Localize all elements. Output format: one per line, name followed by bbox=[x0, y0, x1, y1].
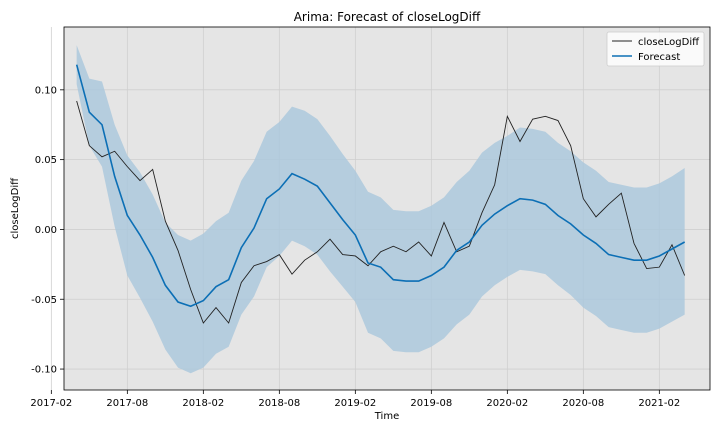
legend-entry-forecast: Forecast bbox=[638, 52, 680, 63]
confidence-band bbox=[76, 45, 685, 374]
x-tick-label-4: 2019-02 bbox=[334, 398, 376, 409]
x-axis: 2017-02 2017-08 2018-02 2018-08 2019-02 2019-… bbox=[30, 390, 680, 409]
y-axis: -0.10 -0.05 0.00 0.05 0.10 bbox=[31, 85, 64, 376]
y-tick-label-2: 0.00 bbox=[35, 225, 57, 236]
x-tick-label-8: 2021-02 bbox=[638, 398, 680, 409]
x-tick-label-3: 2018-08 bbox=[258, 398, 300, 409]
x-axis-label: Time bbox=[374, 411, 399, 422]
x-tick-label-0: 2017-02 bbox=[30, 398, 72, 409]
legend-entry-closelogdiff: closeLogDiff bbox=[638, 37, 700, 48]
chart-title: Arima: Forecast of closeLogDiff bbox=[294, 10, 481, 24]
legend: closeLogDiff Forecast bbox=[606, 31, 705, 67]
y-tick-label-0: -0.10 bbox=[31, 365, 57, 376]
x-tick-label-2: 2018-02 bbox=[182, 398, 224, 409]
x-tick-label-5: 2019-08 bbox=[410, 398, 452, 409]
y-tick-label-4: 0.10 bbox=[35, 85, 57, 96]
series-line-closelogdiff bbox=[76, 100, 686, 324]
series-line-forecast bbox=[75, 64, 686, 308]
x-tick-label-6: 2020-02 bbox=[486, 398, 528, 409]
x-tick-label-1: 2017-08 bbox=[106, 398, 148, 409]
legend-box bbox=[606, 31, 705, 67]
x-tick-label-7: 2020-08 bbox=[562, 398, 604, 409]
y-tick-label-1: -0.05 bbox=[31, 295, 57, 306]
y-tick-label-3: 0.05 bbox=[35, 155, 57, 166]
plot-frame bbox=[63, 26, 711, 391]
y-axis-label: closeLogDiff bbox=[10, 177, 21, 239]
